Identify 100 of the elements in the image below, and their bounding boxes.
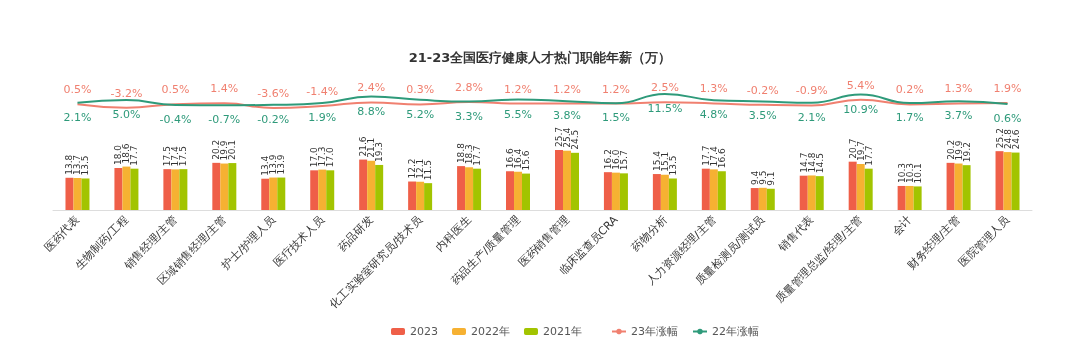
bar xyxy=(799,175,808,210)
bar xyxy=(473,168,482,210)
bar xyxy=(457,166,466,210)
data-label: 17.0 xyxy=(325,147,336,168)
bar xyxy=(750,188,759,210)
data-label: 13.5 xyxy=(667,155,678,176)
data-label: 18.8 xyxy=(456,142,467,164)
bar xyxy=(897,185,906,210)
data-label: 18.0 xyxy=(113,144,124,165)
data-label: 15.4 xyxy=(651,150,662,172)
data-label: 20.2 xyxy=(211,139,222,160)
bar xyxy=(220,163,229,210)
data-label: 10.3 xyxy=(896,162,907,183)
data-label: 25.2 xyxy=(994,128,1005,149)
data-label: 17.7 xyxy=(129,145,140,166)
data-label: 3.8% xyxy=(553,109,581,123)
bar xyxy=(514,171,523,210)
legend-label: 23年涨幅 xyxy=(631,325,678,338)
bar xyxy=(709,169,718,210)
data-label: 16.6 xyxy=(505,147,516,169)
data-label: 14.8 xyxy=(806,152,817,173)
data-label: 13.9 xyxy=(268,154,279,175)
data-label: 10.1 xyxy=(912,163,923,184)
bar xyxy=(758,187,767,210)
data-label: 0.2% xyxy=(895,83,924,97)
bar xyxy=(554,150,563,210)
data-label: 19.2 xyxy=(961,142,972,163)
bar xyxy=(995,151,1004,210)
x-tick-label: 内科医生 xyxy=(433,213,474,254)
bar xyxy=(652,174,661,210)
bar xyxy=(212,162,221,210)
data-label: 1.4% xyxy=(210,82,239,96)
data-label: 5.5% xyxy=(504,107,532,121)
data-label: 1.5% xyxy=(601,111,630,125)
data-label: 24.5 xyxy=(569,129,580,150)
bar xyxy=(269,177,278,210)
bar xyxy=(130,168,139,210)
x-tick-label: 药品研发 xyxy=(335,213,376,254)
data-label: 16.6 xyxy=(716,147,727,169)
data-label: 18.3 xyxy=(464,144,475,165)
data-label: 0.3% xyxy=(406,83,435,97)
data-label: 2.4% xyxy=(357,81,386,95)
chart-title: 21-23全国医疗健康人才热门职能年薪（万） xyxy=(408,50,672,65)
data-label: 13.8 xyxy=(64,154,75,175)
bar xyxy=(562,150,571,210)
bar xyxy=(946,162,955,210)
bar xyxy=(65,177,74,210)
bar xyxy=(701,168,710,210)
data-label: 12.2 xyxy=(407,158,418,179)
data-label: 13.5 xyxy=(80,155,91,176)
data-label: 13.9 xyxy=(276,154,287,175)
data-label: 24.6 xyxy=(1010,129,1021,150)
data-label: 11.5 xyxy=(423,160,434,181)
data-label: 24.8 xyxy=(1002,128,1013,150)
legend-label: 2023 xyxy=(410,325,438,338)
data-label: -0.9% xyxy=(795,84,828,98)
x-tick-label: 医药代表 xyxy=(41,213,83,254)
data-label: 14.7 xyxy=(798,152,809,173)
bar xyxy=(668,178,677,210)
data-label: 10.9% xyxy=(843,102,879,116)
bar xyxy=(359,159,368,210)
data-label: 16.0 xyxy=(610,149,621,170)
data-label: 1.3% xyxy=(699,82,728,96)
data-label: 25.7 xyxy=(553,126,564,147)
bar xyxy=(815,176,824,210)
bar xyxy=(465,167,474,210)
bar xyxy=(905,185,914,210)
legend-label: 2021年 xyxy=(542,325,582,338)
data-label: 5.0% xyxy=(112,108,141,122)
legend-label: 2022年 xyxy=(470,325,510,338)
bar xyxy=(611,172,620,210)
data-label: 13.4 xyxy=(260,155,271,176)
data-label: 9.5 xyxy=(757,170,768,185)
data-label: 21.6 xyxy=(358,136,369,157)
data-label: 17.7 xyxy=(700,145,711,166)
bar xyxy=(603,172,612,210)
data-label: 17.3 xyxy=(317,146,328,167)
data-label: 0.5% xyxy=(63,83,92,97)
data-label: 20.2 xyxy=(945,139,956,160)
bar xyxy=(856,164,865,210)
bar xyxy=(114,167,123,210)
data-label: -3.6% xyxy=(257,87,290,100)
data-label: 15.7 xyxy=(618,150,629,171)
bar xyxy=(864,168,873,210)
data-label: 19.7 xyxy=(855,140,866,162)
bar xyxy=(913,186,922,210)
data-label: 12.1 xyxy=(415,158,426,179)
data-label: 2.1% xyxy=(797,110,826,124)
bar xyxy=(717,171,726,210)
data-label: 17.5 xyxy=(178,146,189,167)
data-label: 2.5% xyxy=(650,81,679,95)
bar xyxy=(318,169,327,210)
data-label: 1.3% xyxy=(944,82,973,96)
data-label: 2.1% xyxy=(63,110,92,124)
bar xyxy=(261,178,270,210)
data-label: 1.9% xyxy=(993,81,1022,95)
bar xyxy=(848,161,857,210)
data-label: 16.4 xyxy=(513,148,524,169)
bar xyxy=(73,178,82,210)
x-tick-label: 销售代表 xyxy=(775,213,817,255)
